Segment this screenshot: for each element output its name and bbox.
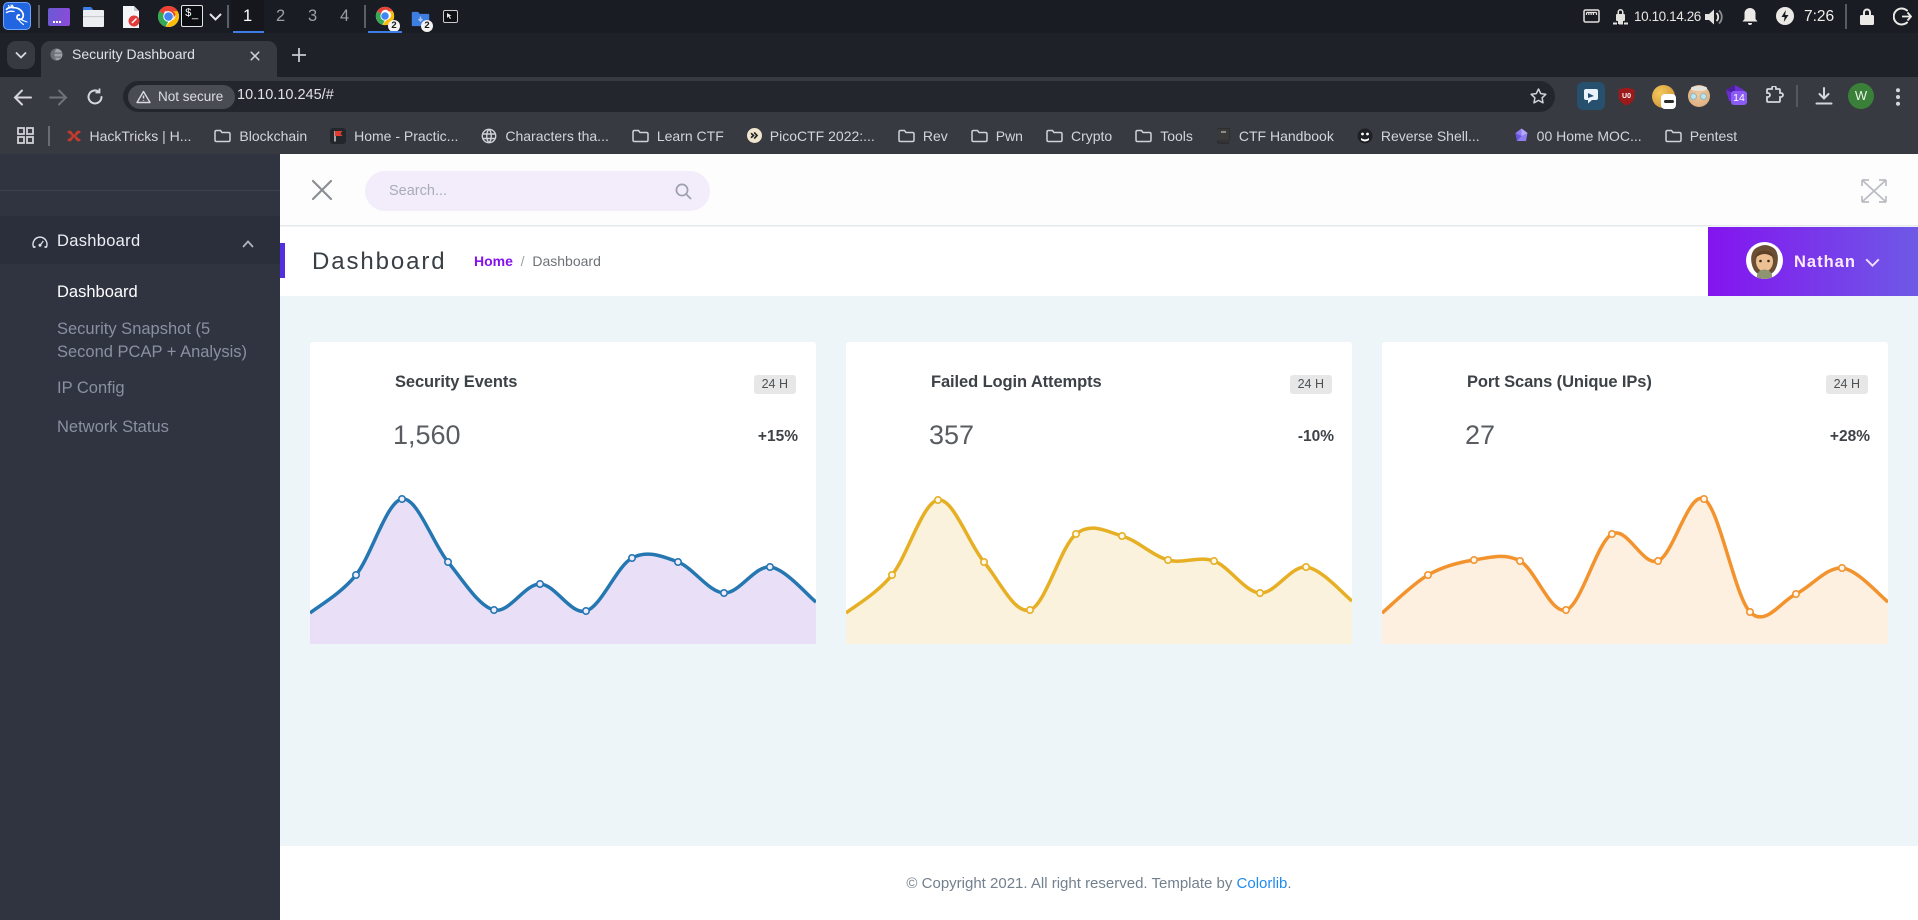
svg-text:U0: U0 [1622, 93, 1631, 100]
